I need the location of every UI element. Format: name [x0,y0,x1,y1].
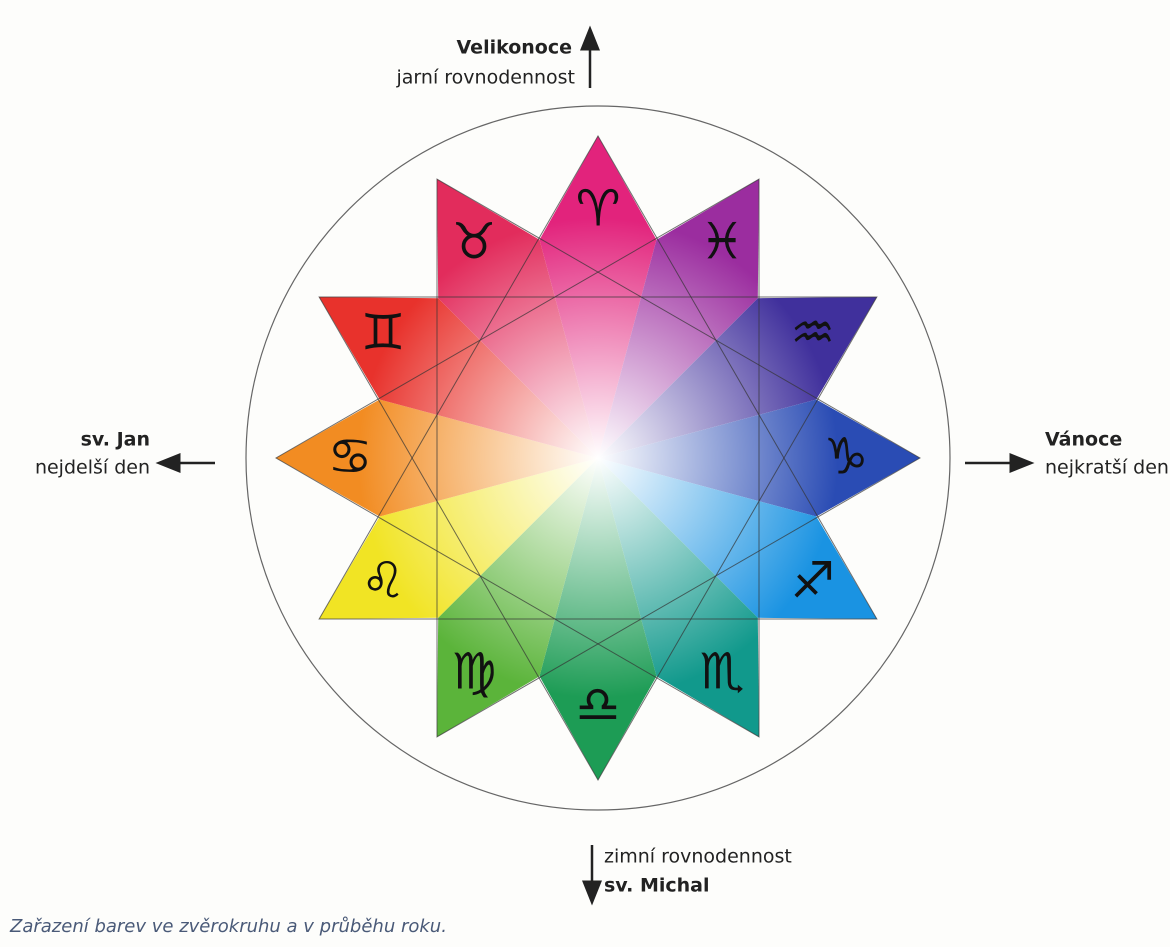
zodiac-symbol: ♌ [361,552,406,610]
diagram: ♈ ♓ ♒ ♑ ♐ ♏ ♎ ♍ ♌ ♋ ♊ ♉ Velikonoce jarní rovnodenno… [0,0,1170,947]
zodiac-symbol: ♉ [452,213,497,271]
zodiac-symbol: ♋ [328,428,373,486]
label: Vánoce [1045,429,1122,451]
zodiac-symbol: ♓ [700,213,745,271]
label: zimní rovnodennost [604,846,792,868]
zodiac-symbol: ♍ [452,642,497,700]
zodiac-symbol: ♊ [361,304,406,362]
zodiac-symbol: ♑ [824,428,869,486]
star: ♈ ♓ ♒ ♑ ♐ ♏ ♎ ♍ ♌ ♋ ♊ ♉ [276,136,920,780]
zodiac-symbol: ♐ [790,552,835,610]
center-glow [358,218,838,698]
zodiac-symbol: ♒ [790,304,835,362]
label: nejkratší den [1045,457,1169,479]
label: sv. Michal [604,875,710,897]
label: Velikonoce [457,37,572,59]
label: jarní rovnodennost [396,67,576,89]
zodiac-symbol: ♎ [576,676,621,734]
zodiac-symbol: ♈ [576,180,621,238]
label: sv. Jan [81,429,150,451]
label: nejdelší den [35,457,150,479]
caption: Zařazení barev ve zvěrokruhu a v průběhu… [9,916,447,937]
zodiac-symbol: ♏ [700,642,745,700]
